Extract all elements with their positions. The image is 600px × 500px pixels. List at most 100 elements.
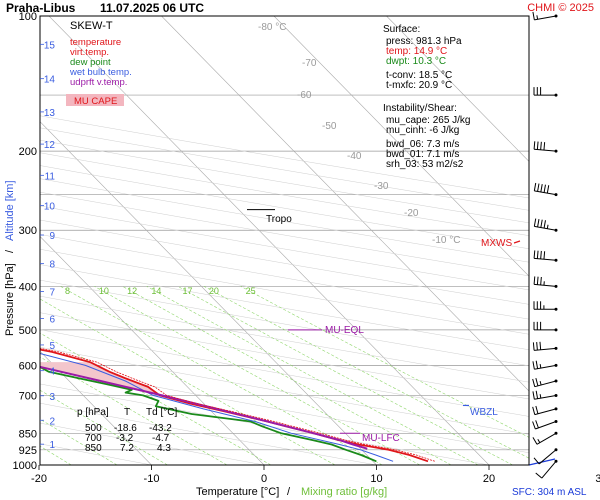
isotherm — [386, 16, 529, 162]
surface-press: press: 981.3 hPa — [386, 36, 462, 47]
table-row-t: 7.2 — [120, 443, 134, 454]
wind-barb — [532, 419, 558, 430]
sfc-height-label: SFC: 304 m ASL — [512, 487, 587, 498]
surface-dwpt: dwpt: 10.3 °C — [386, 56, 446, 67]
isotherm — [273, 16, 529, 277]
isotherm — [40, 350, 152, 465]
mu-eql-label: MU-EQL — [325, 325, 364, 336]
dry-adiabat — [40, 165, 529, 250]
instability-srh03: srh_03: 53 m2/s2 — [386, 159, 464, 170]
table-row-td: -43.2 — [149, 423, 172, 434]
altitude-tick-label: 4 — [49, 367, 55, 378]
isotherm — [161, 16, 529, 392]
wind-barb — [533, 250, 558, 262]
altitude-tick-label: 11 — [45, 171, 56, 182]
dry-adiabat — [40, 152, 529, 236]
dry-adiabat — [40, 191, 529, 277]
wind-barb-flag — [540, 250, 542, 259]
wind-barb-flag — [536, 141, 539, 150]
mxws-label: MXWS — [481, 238, 512, 249]
instability-info: Instability/Shear: mu_cape: 265 J/kg mu_… — [383, 103, 471, 170]
wind-barb-station — [554, 448, 558, 452]
dry-adiabat — [40, 115, 529, 199]
wind-barb-flag — [543, 251, 546, 260]
wind-barb-staff — [535, 421, 557, 430]
pressure-tick-label: 500 — [19, 325, 37, 337]
altitude-tick-label: 3 — [49, 392, 55, 403]
wind-barb-half — [539, 380, 542, 386]
wind-barb-flag — [533, 182, 537, 191]
wind-barb-flag — [535, 360, 539, 369]
wind-barb-flag — [536, 342, 538, 351]
wind-barb-staff — [534, 225, 557, 231]
legend: SKEW-T temperature virt.temp. dew point … — [66, 20, 132, 107]
wind-barb-staff — [534, 394, 557, 400]
wind-barb-staff — [534, 380, 557, 388]
wind-barb — [532, 405, 558, 416]
surface-temp: temp: 14.9 °C — [386, 46, 447, 57]
wind-barb-station — [554, 149, 558, 153]
wind-barb-flag — [532, 421, 536, 430]
diagram-grid: 0.20.411.423468101214172025-80 °C-70-60-… — [40, 16, 529, 465]
wind-barb-half — [546, 224, 549, 229]
dry-adiabat — [40, 279, 529, 366]
table-header-t: T — [124, 407, 130, 418]
dry-adiabat — [40, 422, 265, 465]
wind-barb — [532, 377, 558, 388]
temperature-tick-label: 20 — [483, 473, 495, 485]
wind-barb-station — [554, 328, 558, 332]
altitude-tick-label: 2 — [49, 416, 55, 427]
dry-adiabat — [40, 346, 529, 435]
wind-barb-half — [539, 364, 542, 369]
isotherm-label: -30 — [374, 181, 389, 192]
wind-barb — [533, 301, 558, 311]
temperature-tick-label: -20 — [31, 473, 47, 485]
pressure-tick-label: 400 — [19, 281, 37, 293]
wind-barb-flag — [535, 377, 539, 386]
pressure-tick-label: 300 — [19, 225, 37, 237]
dry-adiabat — [40, 364, 529, 453]
wind-barb — [533, 321, 558, 332]
wind-barb-flag — [537, 219, 540, 228]
dewpoint-line — [40, 365, 377, 463]
wind-barb-half — [537, 438, 541, 443]
mixing-ratio-line — [122, 286, 452, 465]
wind-barb — [533, 218, 558, 232]
legend-title: SKEW-T — [70, 20, 113, 32]
wind-barb-staff — [534, 347, 557, 351]
wind-barb — [532, 360, 558, 370]
temperature-ticks: -30-20-10010203040 — [31, 465, 600, 485]
cape-fill — [40, 362, 319, 435]
temperature-tick-label: -10 — [144, 473, 160, 485]
mu-lfc-label: MU-LFC — [362, 433, 400, 444]
mixing-ratio-line — [203, 286, 529, 459]
isotherm-label: -50 — [322, 121, 337, 132]
mixing-ratio-label: 12 — [127, 286, 137, 296]
wind-barb-station — [554, 14, 558, 18]
wind-barb-station — [554, 284, 558, 288]
temperature-tick-label: 0 — [261, 473, 267, 485]
instability-mucinh: mu_cinh: -6 J/kg — [386, 125, 459, 136]
mixing-ratio-label: 8 — [65, 286, 70, 296]
wind-barb — [532, 390, 558, 400]
instability-mucape: mu_cape: 265 J/kg — [386, 115, 471, 126]
wind-barb-staff — [534, 190, 557, 196]
wind-barb — [532, 11, 558, 21]
mixing-ratio-line — [40, 298, 336, 465]
wind-barb-flag — [532, 361, 535, 370]
mu-cape-swatch — [66, 94, 124, 106]
pressure-tick-label: 925 — [19, 445, 37, 457]
mixing-ratio-line — [240, 286, 529, 438]
levels-table: p [hPa] T Td [°C] 500 -18.6 -43.2 700 -3… — [77, 407, 177, 454]
x-axis-mixing-label: Mixing ratio [g/kg] — [301, 486, 387, 498]
legend-virtual-temp: virt.temp. — [70, 47, 109, 58]
dry-adiabat — [40, 329, 529, 417]
pressure-tick-label: 600 — [19, 360, 37, 372]
wind-barb-flag — [532, 378, 536, 387]
wind-barb-flag — [535, 472, 543, 479]
wind-barb-flag — [536, 276, 539, 285]
wind-barb-station — [554, 346, 558, 350]
altitude-tick-label: 12 — [44, 140, 56, 151]
isotherm-label: -70 — [302, 58, 317, 69]
legend-dew-point: dew point — [70, 57, 111, 68]
